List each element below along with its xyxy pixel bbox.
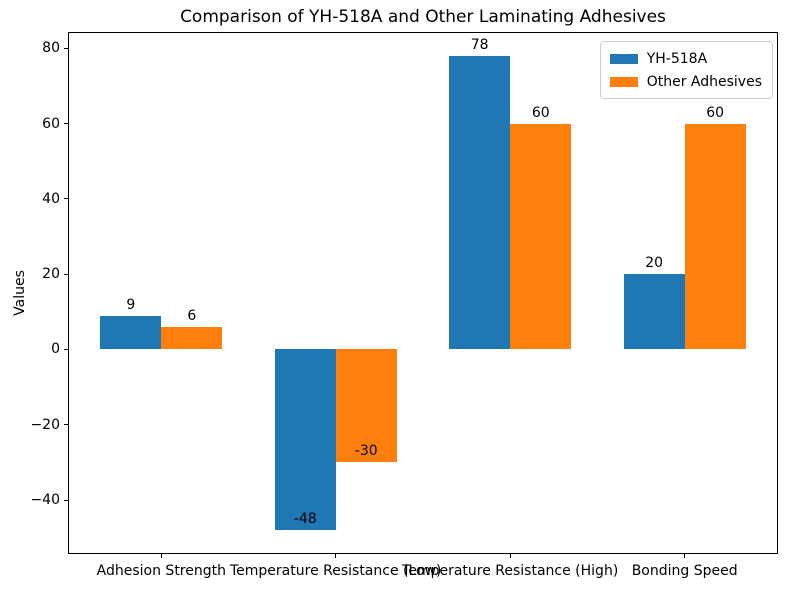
legend-item-label: YH-518A <box>646 50 708 67</box>
y-tick-mark <box>64 424 68 426</box>
chart-title: Comparison of YH-518A and Other Laminati… <box>180 7 666 27</box>
bar-value-label: -30 <box>354 443 378 460</box>
x-tick-mark <box>335 554 337 558</box>
legend-item: Other Adhesives <box>609 72 762 91</box>
x-tick-label: Temperature Resistance (High) <box>402 563 619 579</box>
y-tick-label: 20 <box>42 266 60 283</box>
bar <box>684 123 746 350</box>
bar-value-label: 60 <box>706 104 725 121</box>
bar-value-label: 60 <box>531 104 550 121</box>
y-tick-label: 60 <box>42 115 60 132</box>
legend-item: YH-518A <box>609 49 762 68</box>
y-tick-label: −20 <box>30 416 60 433</box>
x-tick-label: Temperature Resistance (Low) <box>230 563 442 579</box>
bar-value-label: -48 <box>293 511 317 528</box>
bar-value-label: 6 <box>187 307 197 324</box>
x-tick-label: Adhesion Strength <box>96 563 226 579</box>
legend: YH-518A Other Adhesives <box>599 41 773 99</box>
x-tick-mark <box>509 554 511 558</box>
bar <box>100 315 162 350</box>
y-tick-mark <box>64 198 68 200</box>
bar <box>274 349 336 531</box>
y-tick-mark <box>64 123 68 125</box>
bar <box>510 123 572 350</box>
bar <box>449 55 511 350</box>
legend-item-label: Other Adhesives <box>646 73 762 90</box>
y-tick-label: −40 <box>30 492 60 509</box>
bar <box>335 349 397 463</box>
bar <box>623 274 685 350</box>
legend-swatch-icon <box>609 53 638 64</box>
y-tick-mark <box>64 348 68 350</box>
bar-value-label: 20 <box>645 255 664 272</box>
y-tick-mark <box>64 273 68 275</box>
x-tick-mark <box>684 554 686 558</box>
x-tick-label: Bonding Speed <box>631 563 738 579</box>
bar <box>161 326 223 350</box>
y-tick-label: 0 <box>51 341 60 358</box>
x-tick-mark <box>160 554 162 558</box>
y-tick-label: 40 <box>42 190 60 207</box>
y-tick-mark <box>64 499 68 501</box>
legend-swatch-icon <box>609 76 638 87</box>
y-tick-label: 80 <box>42 40 60 57</box>
bar-value-label: 78 <box>470 36 489 53</box>
y-tick-mark <box>64 47 68 49</box>
bar-value-label: 9 <box>126 296 136 313</box>
